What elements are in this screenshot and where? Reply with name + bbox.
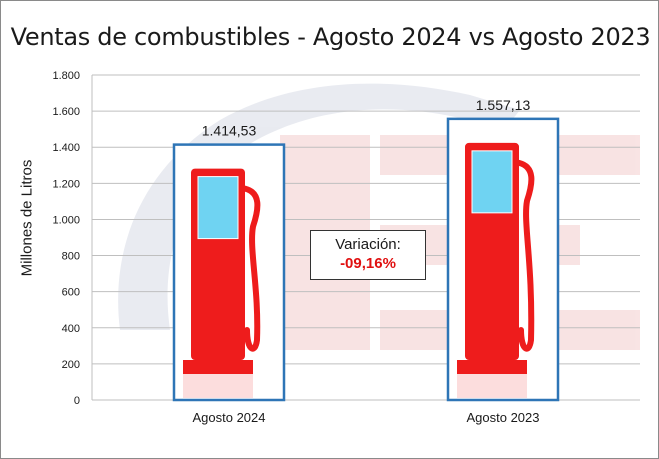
y-tick-label: 1.800 — [52, 70, 80, 82]
variation-value: -09,16% — [340, 255, 396, 272]
bar — [172, 143, 286, 402]
y-tick-label: 400 — [62, 323, 80, 335]
pump-window — [471, 150, 513, 214]
variation-annotation: Variación: -09,16% — [310, 230, 426, 280]
y-tick-label: 1.000 — [52, 214, 80, 226]
data-labels: 1.414,53 1.557,13 — [202, 97, 531, 139]
category-label: Agosto 2023 — [466, 410, 539, 425]
pump-reflection — [183, 374, 253, 398]
pump-reflection — [457, 374, 527, 398]
fuel-pump-icon — [457, 142, 535, 398]
category-label: Agosto 2024 — [192, 410, 265, 425]
y-tick-label: 0 — [74, 395, 80, 407]
pump-base — [183, 360, 253, 374]
variation-label: Variación: — [335, 236, 401, 253]
pump-window — [197, 176, 239, 240]
y-tick-label: 1.200 — [52, 178, 80, 190]
bars — [172, 117, 560, 402]
y-tick-label: 800 — [62, 251, 80, 263]
fuel-pump-icon — [183, 168, 261, 398]
pump-hose — [516, 159, 535, 352]
category-labels: Agosto 2024 Agosto 2023 — [192, 410, 539, 425]
y-tick-labels: 0 200 400 600 800 1.000 1.200 1.400 1.600 1.800 — [52, 70, 80, 407]
data-label: 1.557,13 — [476, 97, 531, 113]
data-label: 1.414,53 — [202, 123, 257, 139]
y-tick-label: 600 — [62, 287, 80, 299]
pump-hose — [242, 185, 261, 352]
chart-title: Ventas de combustibles - Agosto 2024 vs … — [10, 23, 651, 51]
y-tick-label: 1.600 — [52, 106, 80, 118]
y-tick-label: 200 — [62, 359, 80, 371]
pump-base — [457, 360, 527, 374]
bar — [446, 117, 560, 402]
y-tick-label: 1.400 — [52, 142, 80, 154]
